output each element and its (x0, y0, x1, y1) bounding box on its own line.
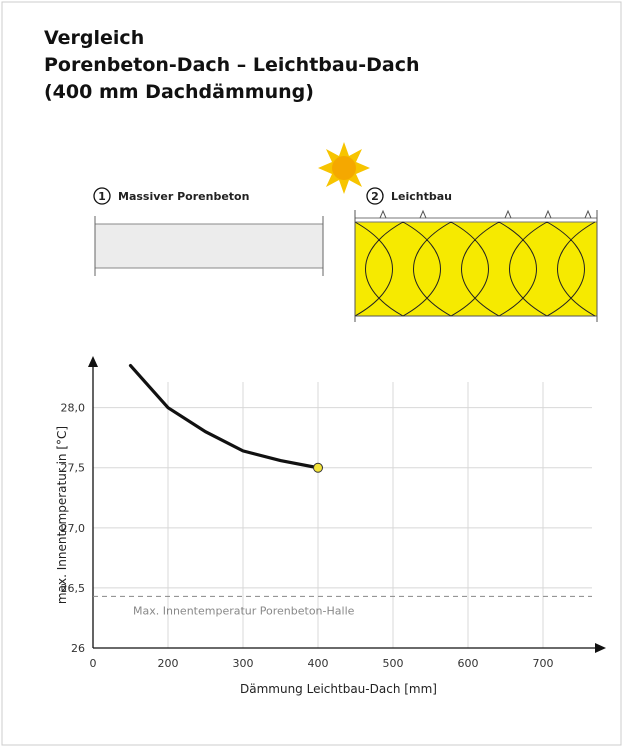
y-axis-arrow (88, 356, 98, 367)
title: Vergleich Porenbeton-Dach – Leichtbau-Dac… (44, 27, 420, 103)
x-tick-label: 500 (383, 657, 404, 670)
diagram-label: Massiver Porenbeton (118, 190, 249, 203)
title-line: Vergleich (44, 27, 144, 49)
x-tick-label: 200 (158, 657, 179, 670)
title-line: (400 mm Dachdämmung) (44, 81, 314, 103)
badge (366, 187, 384, 205)
x-axis-arrow (595, 643, 606, 653)
x-origin-label: 0 (90, 657, 97, 670)
title-line: Porenbeton-Dach – Leichtbau-Dach (44, 54, 420, 76)
x-tick-label: 300 (233, 657, 254, 670)
y-tick-label: 28,0 (61, 402, 86, 415)
x-tick-label: 400 (308, 657, 329, 670)
reference-label: Max. Innentemperatur Porenbeton-Halle (133, 604, 355, 617)
lightweight-roof (354, 209, 598, 322)
badge (93, 187, 111, 205)
x-tick-label: 600 (458, 657, 479, 670)
sun-icon (318, 142, 370, 194)
badge-number: 1 (98, 190, 106, 203)
badge-number: 2 (371, 190, 379, 203)
end-point (313, 462, 323, 473)
x-axis-title: Dämmung Leichtbau-Dach [mm] (240, 682, 437, 696)
concrete-roof (94, 223, 324, 269)
data-line (128, 364, 320, 470)
y-tick-label: 27,0 (61, 522, 86, 535)
y-axis-title: max. Innentemperatur in [°C] (55, 426, 69, 604)
y-tick-label: 26 (71, 642, 85, 655)
y-tick-label: 27,5 (61, 462, 86, 475)
plot: 26 26,5 27,0 27,5 28,0 200 300 400 500 600 700 0 Max… (55, 356, 606, 696)
diagram-label: Leichtbau (391, 190, 452, 203)
x-tick-label: 700 (533, 657, 554, 670)
y-tick-label: 26,5 (61, 582, 86, 595)
